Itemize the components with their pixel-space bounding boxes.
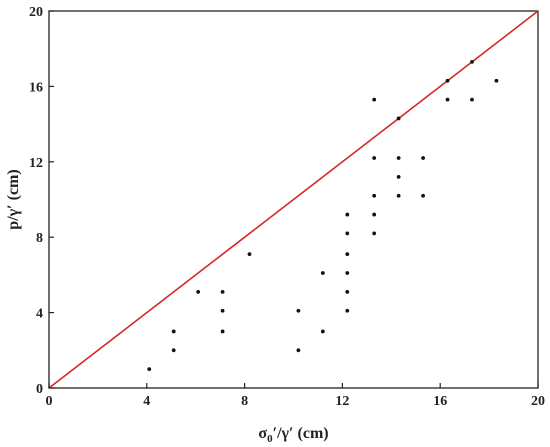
x-tick-label-1: 4 xyxy=(143,394,150,409)
data-point-7 xyxy=(247,252,252,257)
y-axis-label: p/γ′ (cm) xyxy=(5,169,22,229)
data-point-32 xyxy=(470,59,474,64)
data-point-31 xyxy=(470,97,474,102)
data-point-8 xyxy=(296,348,301,353)
data-point-29 xyxy=(445,97,450,102)
data-point-4 xyxy=(220,329,225,334)
data-point-21 xyxy=(372,156,377,160)
x-tick-label-0: 0 xyxy=(46,394,53,409)
data-point-16 xyxy=(345,231,350,236)
data-point-3 xyxy=(196,289,201,294)
data-point-20 xyxy=(372,193,377,198)
data-point-28 xyxy=(421,156,425,160)
x-axis-label-subscript: 0 xyxy=(267,433,273,445)
x-tick-label-5: 20 xyxy=(531,394,545,409)
data-point-9 xyxy=(296,308,301,313)
plot-frame xyxy=(48,10,539,389)
y-tick-label-2: 8 xyxy=(36,231,43,246)
data-point-25 xyxy=(396,156,401,160)
data-point-5 xyxy=(220,308,225,313)
data-point-23 xyxy=(396,193,401,198)
data-point-30 xyxy=(445,78,450,83)
x-axis-label-main: σ xyxy=(258,425,267,442)
data-point-10 xyxy=(320,329,325,334)
x-tick-label-2: 8 xyxy=(241,394,248,409)
data-point-18 xyxy=(372,231,377,236)
data-point-24 xyxy=(396,174,401,179)
x-axis-label-rest: ′/γ′ (cm) xyxy=(273,425,329,442)
data-point-13 xyxy=(345,289,350,294)
data-point-2 xyxy=(171,329,176,334)
data-point-15 xyxy=(345,252,350,257)
data-point-11 xyxy=(320,271,325,275)
x-tick-label-4: 16 xyxy=(433,394,447,409)
data-point-27 xyxy=(421,193,425,198)
data-point-26 xyxy=(396,116,401,121)
y-tick-label-4: 16 xyxy=(29,80,43,95)
data-point-14 xyxy=(345,271,350,275)
x-tick-label-3: 12 xyxy=(335,394,349,409)
data-point-0 xyxy=(147,367,152,372)
data-point-33 xyxy=(494,78,499,83)
y-tick-label-1: 4 xyxy=(36,307,43,322)
reference-line xyxy=(48,10,539,389)
data-point-12 xyxy=(345,308,350,313)
data-point-19 xyxy=(372,212,377,217)
data-point-1 xyxy=(171,348,176,353)
plot-area xyxy=(48,10,539,389)
y-tick-label-3: 12 xyxy=(29,156,43,171)
y-axis-ticks: 0 4 8 12 16 20 xyxy=(29,5,54,397)
data-point-22 xyxy=(372,97,377,102)
y-tick-label-0: 0 xyxy=(36,382,43,397)
data-point-17 xyxy=(345,212,350,217)
x-axis-label: σ0′/γ′ (cm) xyxy=(258,425,328,445)
y-tick-label-5: 20 xyxy=(29,5,43,20)
data-point-6 xyxy=(220,289,225,294)
data-points xyxy=(147,59,499,372)
x-axis-ticks: 0 4 8 12 16 20 xyxy=(46,383,545,409)
